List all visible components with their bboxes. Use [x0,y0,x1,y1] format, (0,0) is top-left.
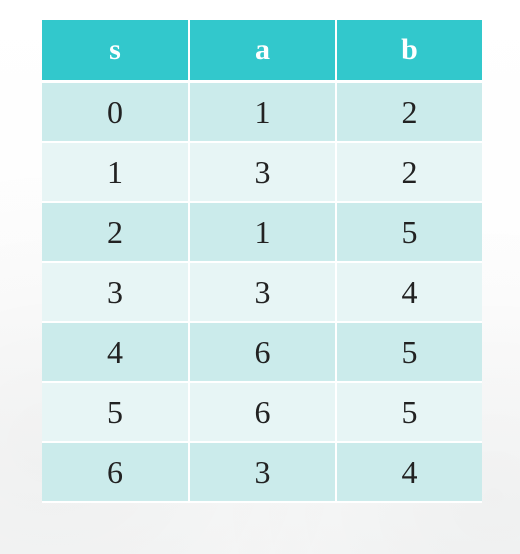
table-row: 1 3 2 [42,142,482,203]
table-cell: 5 [42,382,190,443]
table-row: 4 6 5 [42,322,482,383]
table-row: 2 1 5 [42,202,482,263]
table-header: s a b [42,20,482,83]
table-cell: 3 [189,442,337,503]
table-cell: 3 [42,262,190,323]
table-container: s a b 0 1 2 1 3 2 2 1 5 3 3 [42,20,482,503]
table-row: 6 3 4 [42,442,482,503]
table-cell: 3 [189,262,337,323]
table-cell: 3 [189,142,337,203]
table-cell: 4 [336,262,482,323]
table-cell: 4 [336,442,482,503]
table-cell: 1 [189,81,337,143]
table-cell: 0 [42,81,190,143]
header-row: s a b [42,20,482,83]
table-cell: 6 [42,442,190,503]
table-body: 0 1 2 1 3 2 2 1 5 3 3 4 4 6 5 [42,81,482,503]
table-cell: 6 [189,382,337,443]
table-cell: 2 [336,142,482,203]
table-cell: 5 [336,202,482,263]
table-cell: 2 [336,81,482,143]
table-cell: 4 [42,322,190,383]
table-row: 0 1 2 [42,81,482,143]
table-row: 3 3 4 [42,262,482,323]
column-header-a: a [189,20,337,83]
column-header-s: s [42,20,190,83]
table-cell: 1 [189,202,337,263]
column-header-b: b [336,20,482,83]
table-cell: 2 [42,202,190,263]
table-cell: 1 [42,142,190,203]
table-cell: 5 [336,322,482,383]
data-table: s a b 0 1 2 1 3 2 2 1 5 3 3 [42,20,482,503]
table-cell: 5 [336,382,482,443]
table-cell: 6 [189,322,337,383]
table-row: 5 6 5 [42,382,482,443]
